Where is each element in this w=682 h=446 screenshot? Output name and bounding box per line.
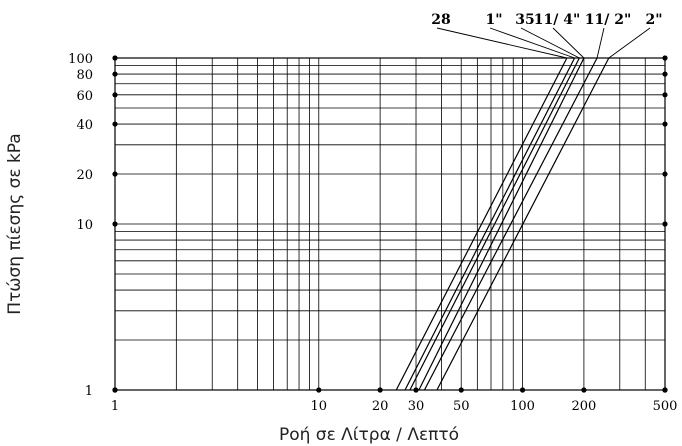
y-tick-label: 40 [76, 118, 93, 133]
x-tick-label: 10 [311, 399, 328, 414]
label-leader-line [552, 27, 585, 59]
x-tick-dot [377, 387, 383, 393]
series-label: 2" [645, 12, 662, 28]
x-tick-dot [581, 387, 587, 393]
series-label: 35 [515, 12, 534, 28]
y-tick-dot [662, 121, 668, 127]
y-tick-dot [662, 55, 668, 61]
x-tick-labels: 1 10 20 30 50 100 200 500 [111, 399, 678, 414]
x-tick-label: 500 [653, 399, 678, 414]
label-leader-line [436, 27, 567, 59]
series-line [418, 57, 585, 391]
x-tick-label: 200 [571, 399, 596, 414]
y-tick-dot [112, 221, 118, 227]
x-tick-dot [458, 387, 464, 393]
series-label: 1" [485, 12, 502, 28]
label-leader-line [520, 27, 580, 59]
y-tick-label: 80 [76, 68, 93, 83]
x-tick-dot [413, 387, 419, 393]
label-leader-line [608, 27, 651, 59]
y-tick-label: 100 [68, 52, 93, 67]
x-tick-label: 30 [408, 399, 425, 414]
axis-dots [112, 55, 668, 393]
y-tick-dot [662, 221, 668, 227]
x-tick-label: 1 [111, 399, 119, 414]
series-lines [395, 57, 610, 391]
grid [115, 58, 665, 390]
y-tick-dot [112, 55, 118, 61]
y-tick-label: 1 [85, 384, 93, 399]
y-tick-dot [112, 71, 118, 77]
y-tick-dot [112, 171, 118, 177]
series-line [436, 57, 610, 391]
y-tick-dot [662, 92, 668, 98]
series-label: 11/ 4" [534, 12, 581, 28]
label-leader-line [596, 27, 605, 59]
y-tick-label: 60 [76, 89, 93, 104]
series-line [395, 57, 568, 391]
x-tick-dot [519, 387, 526, 393]
y-tick-label: 10 [76, 218, 93, 233]
series-labels: 28 1" 35 11/ 4" 11/ 2" 2" [431, 12, 663, 59]
series-line [404, 57, 576, 391]
series-line [409, 57, 580, 391]
x-tick-label: 100 [510, 399, 535, 414]
series-label: 11/ 2" [585, 12, 632, 28]
x-tick-dot [316, 387, 322, 393]
y-tick-dot [112, 92, 118, 98]
y-axis-title: Πτώση πίεσης σε kPa [5, 133, 25, 314]
y-tick-dot [662, 387, 668, 393]
y-tick-dot [112, 387, 118, 393]
y-tick-dot [662, 171, 668, 177]
y-tick-dot [112, 121, 118, 127]
x-tick-label: 50 [453, 399, 470, 414]
x-axis-title: Ροή σε Λίτρα / Λεπτό [279, 425, 459, 445]
series-line [423, 57, 598, 391]
series-label: 28 [431, 12, 450, 28]
x-tick-label: 20 [372, 399, 389, 414]
y-tick-label: 20 [76, 168, 93, 183]
label-leader-line [489, 27, 575, 59]
y-tick-dot [662, 71, 668, 77]
